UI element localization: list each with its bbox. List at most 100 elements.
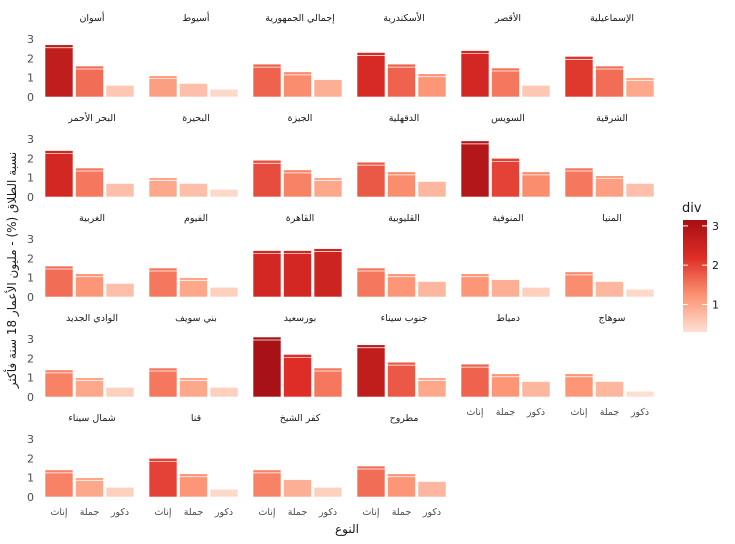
facet-title: دمياط: [496, 313, 520, 324]
bar: [75, 377, 104, 398]
y-tick-label: 1: [27, 272, 34, 285]
facet-panel: المنوفية: [460, 213, 551, 298]
x-tick-label: جملة: [184, 507, 204, 518]
facet-title: المنوفية: [492, 213, 523, 224]
bar: [105, 487, 135, 498]
y-tick-label: 2: [27, 352, 34, 365]
facet-panel: الأقصر: [460, 12, 551, 98]
y-tick-label: 2: [27, 52, 34, 65]
facet-panel: القاهرة: [252, 213, 343, 298]
bar: [313, 177, 343, 198]
bar: [44, 150, 74, 198]
x-axis-title: النوع: [335, 522, 359, 537]
x-tick-label: إناث: [258, 507, 275, 518]
bar: [595, 65, 624, 98]
x-tick-label: إناث: [50, 507, 67, 518]
facet-panel: الدقهلية: [356, 113, 447, 198]
y-tick-label: 3: [27, 233, 34, 246]
bar: [75, 273, 104, 298]
x-tick-label: جملة: [600, 407, 620, 418]
bar: [105, 387, 135, 398]
bar: [625, 390, 655, 398]
facet-title: إجمالي الجمهورية: [265, 13, 335, 24]
facet-title: الشرقية: [596, 113, 628, 124]
bar: [75, 477, 104, 498]
bar: [105, 283, 135, 298]
bar: [209, 387, 239, 398]
bar: [417, 73, 447, 98]
facet-panel: كفر الشيخ إناث جملة ذكور: [252, 413, 343, 518]
bar: [491, 157, 520, 198]
y-tick-label: 1: [27, 172, 34, 185]
facet-title: كفر الشيخ: [280, 413, 321, 424]
bar: [491, 67, 520, 98]
facet-panel: الغربية 0 1 2 3: [27, 213, 135, 304]
facet-panel: أسوان 0 1 2 3: [27, 11, 135, 104]
bar: [521, 287, 551, 298]
facet-title: أسوان: [79, 11, 104, 24]
facet-title: الغربية: [79, 213, 105, 224]
bar: [179, 83, 208, 98]
bar: [417, 481, 447, 498]
facet-panel: الفيوم: [148, 213, 239, 298]
x-tick-label: جملة: [288, 507, 308, 518]
bar: [387, 473, 416, 498]
facet-title: الأقصر: [494, 12, 521, 24]
bar: [209, 88, 239, 98]
facet-title: السويس: [491, 113, 525, 124]
color-legend: div 1 2 3: [682, 201, 719, 332]
bar: [417, 281, 447, 298]
facet-panel: إجمالي الجمهورية: [252, 13, 343, 98]
facet-panel: دمياط إناث جملة ذكور: [460, 313, 551, 418]
facet-title: الإسماعيلية: [590, 13, 634, 24]
bar: [564, 56, 594, 98]
bar: [625, 183, 655, 198]
y-tick-label: 2: [27, 452, 34, 465]
x-tick-label: جملة: [392, 507, 412, 518]
facet-title: أسيوط: [182, 11, 210, 24]
facet-panel: الجيزة: [252, 113, 343, 198]
bar: [625, 288, 655, 298]
legend-tick-label: 2: [712, 259, 719, 272]
facet-panel: أسيوط: [148, 11, 239, 98]
facet-panel: السويس: [460, 113, 551, 198]
facet-title: جنوب سيناء: [381, 313, 428, 324]
bar: [356, 52, 386, 98]
y-tick-label: 3: [27, 433, 34, 446]
facet-title: شمال سيناء: [68, 413, 115, 424]
bar: [148, 367, 178, 398]
facet-panel: قنا إناث جملة ذكور: [148, 413, 239, 518]
bar: [252, 336, 282, 398]
facet-title: مطروح: [390, 413, 419, 424]
x-tick-label: جملة: [496, 407, 516, 418]
bar: [521, 85, 551, 98]
bar: [313, 79, 343, 98]
bar: [460, 50, 490, 98]
bar: [460, 273, 490, 298]
y-tick-label: 1: [27, 72, 34, 85]
bar: [313, 487, 343, 498]
x-tick-label: إناث: [362, 507, 379, 518]
bar: [252, 250, 282, 298]
bar: [356, 267, 386, 298]
x-tick-label: ذكور: [318, 507, 337, 518]
bar: [252, 159, 282, 198]
facet-panel: الإسماعيلية: [564, 13, 655, 98]
bar: [179, 473, 208, 498]
bar: [44, 44, 74, 98]
y-tick-label: 2: [27, 152, 34, 165]
facet-panel: البحر الأحمر 0 1 2 3: [27, 112, 135, 204]
facet-title: بورسعيد: [284, 313, 317, 324]
bar: [44, 369, 74, 398]
y-tick-label: 3: [27, 133, 34, 146]
facet-panel: سوهاج إناث جملة ذكور: [564, 313, 655, 418]
y-tick-label: 1: [27, 372, 34, 385]
bar: [417, 377, 447, 398]
bar: [179, 277, 208, 298]
facet-panel: شمال سيناء 0 1 2 3 إناث جملة ذكور: [27, 413, 135, 518]
bar: [387, 171, 416, 198]
x-tick-label: جملة: [80, 507, 100, 518]
x-tick-label: ذكور: [110, 507, 129, 518]
bar: [75, 65, 104, 98]
